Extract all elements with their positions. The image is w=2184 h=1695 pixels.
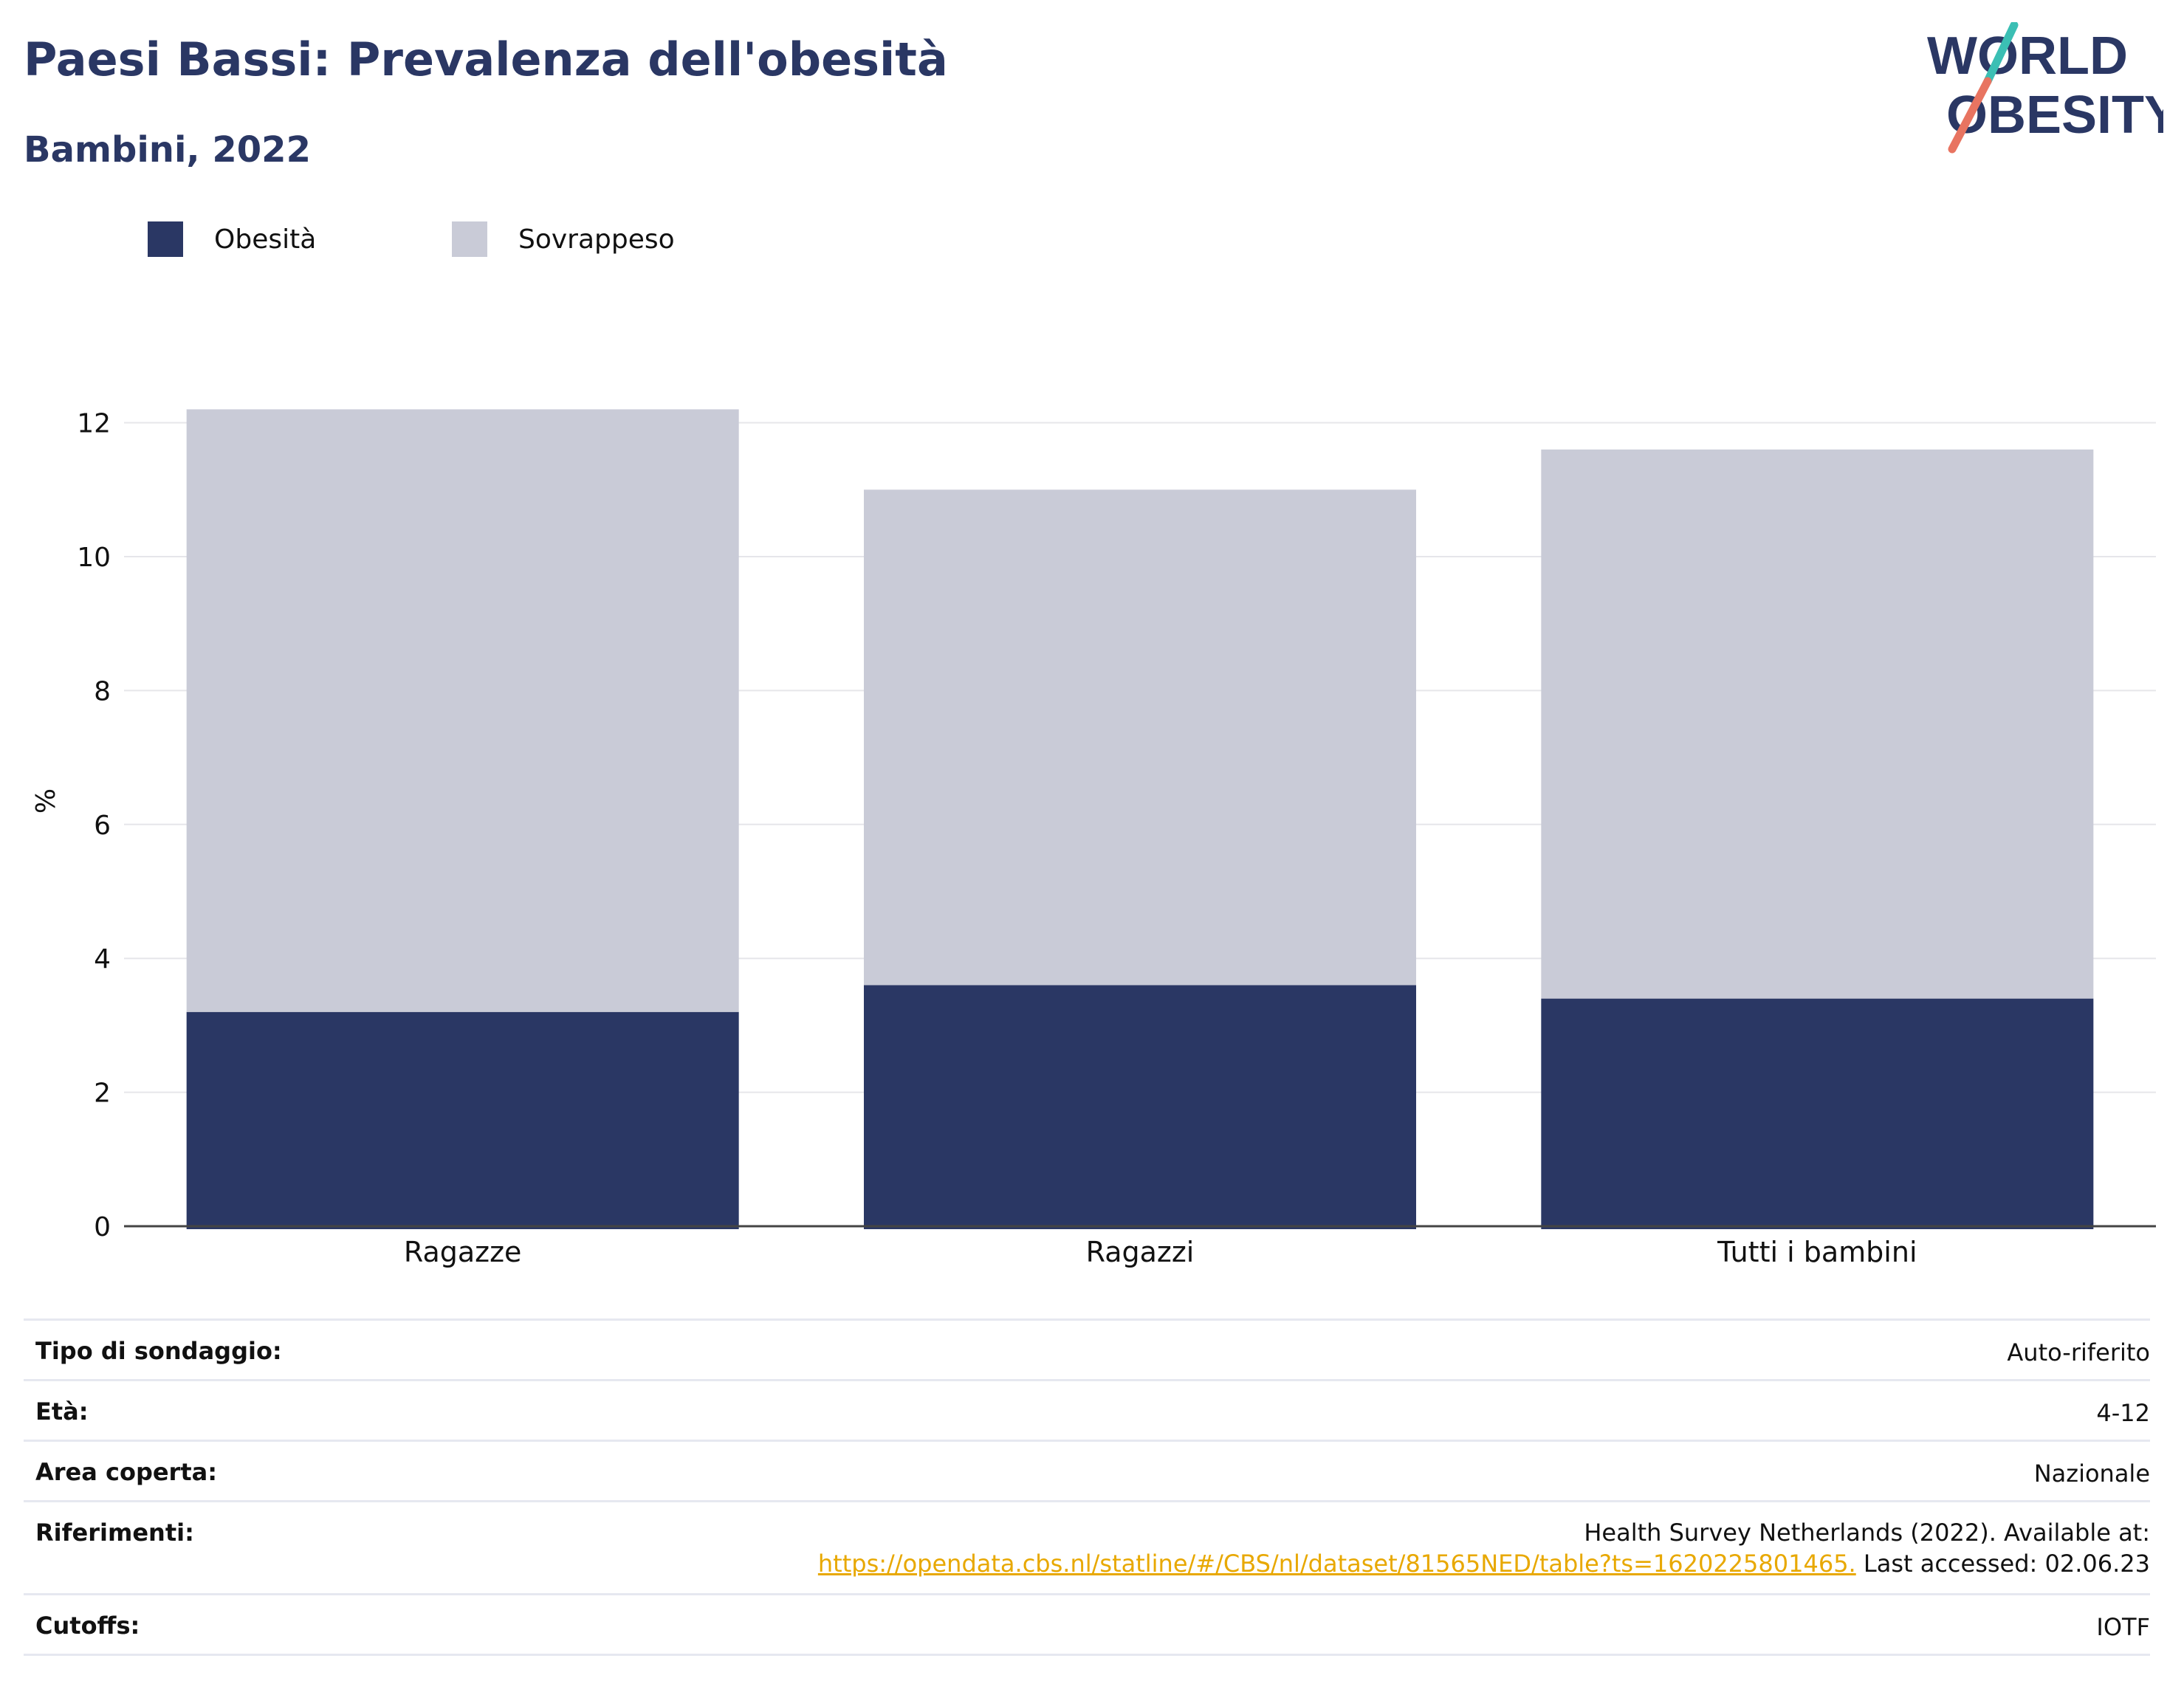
x-tick-label: Ragazze xyxy=(404,1236,522,1268)
chart-subtitle: Bambini, 2022 xyxy=(24,129,311,171)
axis-layer: 0 2 4 6 8 10 12 Ragazze Ragazzi Tutti i bambini xyxy=(77,409,2156,1268)
info-row-survey-type: Tipo di sondaggio: Auto-riferito xyxy=(24,1318,2150,1381)
legend-label-obesita: Obesità xyxy=(214,224,317,255)
bar-obesit-ragazzi xyxy=(864,985,1416,1229)
info-label-age: Età: xyxy=(35,1397,89,1426)
info-label-references: Riferimenti: xyxy=(35,1519,194,1547)
x-tick-label: Ragazzi xyxy=(1086,1236,1195,1268)
world-obesity-logo: WORLD OBESITY xyxy=(1927,22,2163,154)
info-row-age: Età: 4-12 xyxy=(24,1379,2150,1442)
stacked-bar-chart: 0 2 4 6 8 10 12 Ragazze Ragazzi Tutti i bambini % xyxy=(31,409,2156,1268)
y-tick-label: 8 xyxy=(94,676,111,706)
reference-text: Health Survey Netherlands (2022). Availa… xyxy=(1584,1519,2150,1547)
legend-item-sovrappeso: Sovrappeso xyxy=(452,221,675,257)
info-value-survey-type: Auto-riferito xyxy=(2007,1338,2150,1366)
reference-link[interactable]: https://opendata.cbs.nl/statline/#/CBS/n… xyxy=(817,1550,1856,1578)
bars-layer xyxy=(186,409,2094,1229)
y-tick-label: 10 xyxy=(77,543,111,573)
info-table-bottom-border xyxy=(24,1654,2150,1656)
bar-obesit-tutti-i-bambini xyxy=(1541,998,2094,1229)
bar-sovrappeso-tutti-i-bambini xyxy=(1541,449,2094,999)
reference-link-line: https://opendata.cbs.nl/statline/#/CBS/n… xyxy=(818,1548,2150,1579)
legend-swatch-sovrappeso xyxy=(452,221,487,257)
logo-slash-top xyxy=(1983,22,2019,86)
y-axis-label: % xyxy=(31,788,61,814)
info-label-cutoffs: Cutoffs: xyxy=(35,1612,140,1640)
info-row-area: Area coperta: Nazionale xyxy=(24,1440,2150,1502)
logo-slash-bottom xyxy=(1948,77,1992,154)
info-value-age: 4-12 xyxy=(2096,1399,2150,1427)
reference-accessed: Last accessed: 02.06.23 xyxy=(1855,1550,2150,1578)
legend-item-obesita: Obesità xyxy=(148,221,316,257)
legend-swatch-obesita xyxy=(148,221,183,257)
chart-title: Paesi Bassi: Prevalenza dell'obesità xyxy=(24,32,948,86)
y-tick-label: 12 xyxy=(77,409,111,439)
info-label-area: Area coperta: xyxy=(35,1458,218,1486)
y-tick-label: 6 xyxy=(94,811,111,841)
y-tick-label: 4 xyxy=(94,944,111,974)
y-tick-label: 0 xyxy=(94,1212,111,1242)
bar-obesit-ragazze xyxy=(186,1011,739,1229)
y-tick-label: 2 xyxy=(94,1079,111,1109)
info-row-cutoffs: Cutoffs: IOTF xyxy=(24,1593,2150,1656)
info-label-survey-type: Tipo di sondaggio: xyxy=(35,1337,282,1365)
info-value-references: Health Survey Netherlands (2022). Availa… xyxy=(818,1517,2150,1579)
info-value-cutoffs: IOTF xyxy=(2096,1613,2150,1641)
info-row-references: Riferimenti: Health Survey Netherlands (… xyxy=(24,1500,2150,1595)
legend-label-sovrappeso: Sovrappeso xyxy=(518,224,675,255)
logo-line1: WORLD xyxy=(1927,27,2128,86)
bar-sovrappeso-ragazzi xyxy=(864,489,1416,986)
x-tick-label: Tutti i bambini xyxy=(1717,1236,1917,1268)
info-value-area: Nazionale xyxy=(2033,1460,2150,1488)
bar-sovrappeso-ragazze xyxy=(186,409,739,1012)
